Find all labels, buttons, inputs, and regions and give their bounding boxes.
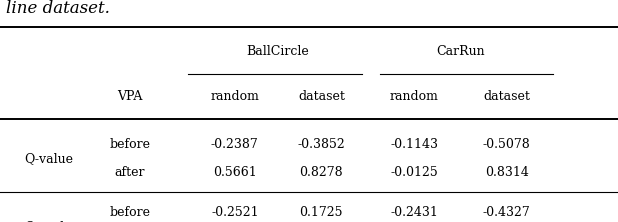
Text: before: before [109, 138, 150, 151]
Text: Qc-value: Qc-value [25, 220, 80, 222]
Text: CarRun: CarRun [436, 45, 485, 57]
Text: -0.0125: -0.0125 [390, 166, 438, 178]
Text: 0.8278: 0.8278 [300, 166, 343, 178]
Text: -0.3852: -0.3852 [297, 138, 345, 151]
Text: random: random [210, 90, 260, 103]
Text: -0.2387: -0.2387 [211, 138, 259, 151]
Text: -0.1143: -0.1143 [390, 138, 438, 151]
Text: 0.1725: 0.1725 [300, 206, 343, 218]
Text: -0.2431: -0.2431 [390, 206, 438, 218]
Text: -0.5078: -0.5078 [483, 138, 531, 151]
Text: Q-value: Q-value [25, 152, 74, 165]
Text: -0.2521: -0.2521 [211, 206, 259, 218]
Text: dataset: dataset [298, 90, 345, 103]
Text: after: after [114, 166, 145, 178]
Text: BallCircle: BallCircle [247, 45, 310, 57]
Text: line dataset.: line dataset. [6, 0, 110, 17]
Text: 0.8314: 0.8314 [485, 166, 528, 178]
Text: before: before [109, 206, 150, 218]
Text: -0.4327: -0.4327 [483, 206, 531, 218]
Text: 0.5661: 0.5661 [213, 166, 256, 178]
Text: random: random [389, 90, 439, 103]
Text: dataset: dataset [483, 90, 530, 103]
Text: VPA: VPA [117, 90, 143, 103]
